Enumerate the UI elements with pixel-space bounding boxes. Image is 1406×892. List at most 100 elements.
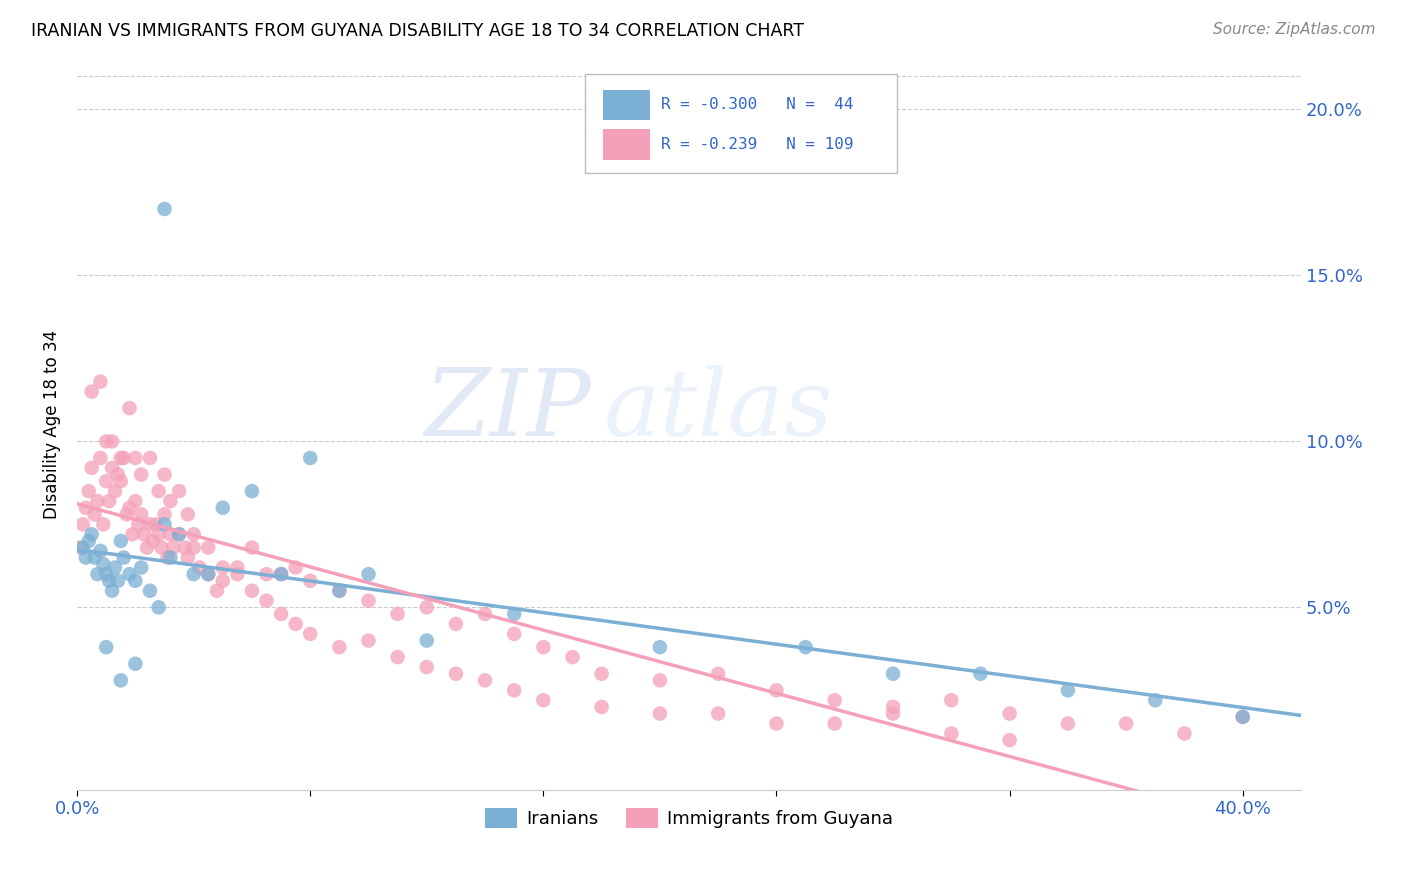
Point <box>256 567 278 582</box>
Point <box>129 508 152 522</box>
Point <box>112 550 135 565</box>
Point <box>104 484 127 499</box>
Point <box>1144 693 1167 707</box>
Point <box>167 527 190 541</box>
Point <box>86 567 108 582</box>
Point <box>77 484 100 499</box>
Point <box>1173 726 1195 740</box>
Text: Source: ZipAtlas.com: Source: ZipAtlas.com <box>1212 22 1375 37</box>
Point <box>1057 683 1080 698</box>
Bar <box>603 89 650 120</box>
Point <box>998 733 1021 747</box>
Point <box>824 716 846 731</box>
Point <box>107 574 129 588</box>
Point <box>387 650 409 665</box>
Point <box>110 474 132 488</box>
Point <box>177 550 200 565</box>
Point <box>101 434 124 449</box>
Point <box>89 450 111 465</box>
Bar <box>603 129 650 160</box>
Point <box>765 683 787 698</box>
Point <box>794 640 817 655</box>
Point <box>124 574 146 588</box>
Point <box>80 527 103 541</box>
Point <box>72 517 94 532</box>
Point <box>124 494 146 508</box>
Point <box>824 693 846 707</box>
Point <box>531 693 554 707</box>
Point <box>115 508 138 522</box>
Point <box>96 474 118 488</box>
Point <box>159 550 181 565</box>
Point <box>118 500 141 515</box>
Point <box>969 666 991 681</box>
Point <box>101 583 124 598</box>
Point <box>561 650 583 665</box>
Point <box>89 375 111 389</box>
Point <box>998 706 1021 721</box>
Point <box>240 541 263 555</box>
Point <box>91 557 114 571</box>
Point <box>75 500 97 515</box>
Point <box>211 560 233 574</box>
Point <box>80 384 103 399</box>
Point <box>591 700 613 714</box>
FancyBboxPatch shape <box>585 74 897 173</box>
Point <box>112 450 135 465</box>
Point <box>174 541 197 555</box>
Point <box>162 541 184 555</box>
Point <box>284 560 307 574</box>
Point <box>148 484 170 499</box>
Point <box>591 666 613 681</box>
Point <box>142 533 165 548</box>
Point <box>98 574 121 588</box>
Point <box>882 666 904 681</box>
Point <box>882 700 904 714</box>
Text: R = -0.300   N =  44: R = -0.300 N = 44 <box>661 97 853 112</box>
Point <box>134 527 156 541</box>
Point <box>270 567 292 582</box>
Point <box>226 567 249 582</box>
Point <box>75 550 97 565</box>
Point <box>648 706 671 721</box>
Point <box>197 567 219 582</box>
Point <box>77 533 100 548</box>
Point <box>941 726 963 740</box>
Point <box>240 484 263 499</box>
Point <box>284 616 307 631</box>
Point <box>96 567 118 582</box>
Point <box>256 593 278 607</box>
Point <box>159 527 181 541</box>
Point <box>941 693 963 707</box>
Point <box>707 706 730 721</box>
Y-axis label: Disability Age 18 to 34: Disability Age 18 to 34 <box>44 330 60 519</box>
Point <box>707 666 730 681</box>
Point <box>648 673 671 688</box>
Point <box>110 533 132 548</box>
Point <box>148 527 170 541</box>
Point <box>150 541 173 555</box>
Point <box>159 494 181 508</box>
Point <box>197 567 219 582</box>
Point <box>474 607 496 621</box>
Point <box>139 450 162 465</box>
Point <box>444 616 467 631</box>
Point <box>328 583 350 598</box>
Point <box>167 484 190 499</box>
Point <box>416 633 439 648</box>
Point <box>124 657 146 671</box>
Point <box>328 640 350 655</box>
Point <box>80 461 103 475</box>
Point <box>270 607 292 621</box>
Point <box>145 517 167 532</box>
Point <box>357 567 380 582</box>
Point <box>127 517 149 532</box>
Point <box>101 461 124 475</box>
Point <box>118 401 141 416</box>
Point <box>183 527 205 541</box>
Point <box>129 560 152 574</box>
Point <box>96 434 118 449</box>
Text: R = -0.239   N = 109: R = -0.239 N = 109 <box>661 136 853 152</box>
Point <box>188 560 211 574</box>
Point <box>503 607 526 621</box>
